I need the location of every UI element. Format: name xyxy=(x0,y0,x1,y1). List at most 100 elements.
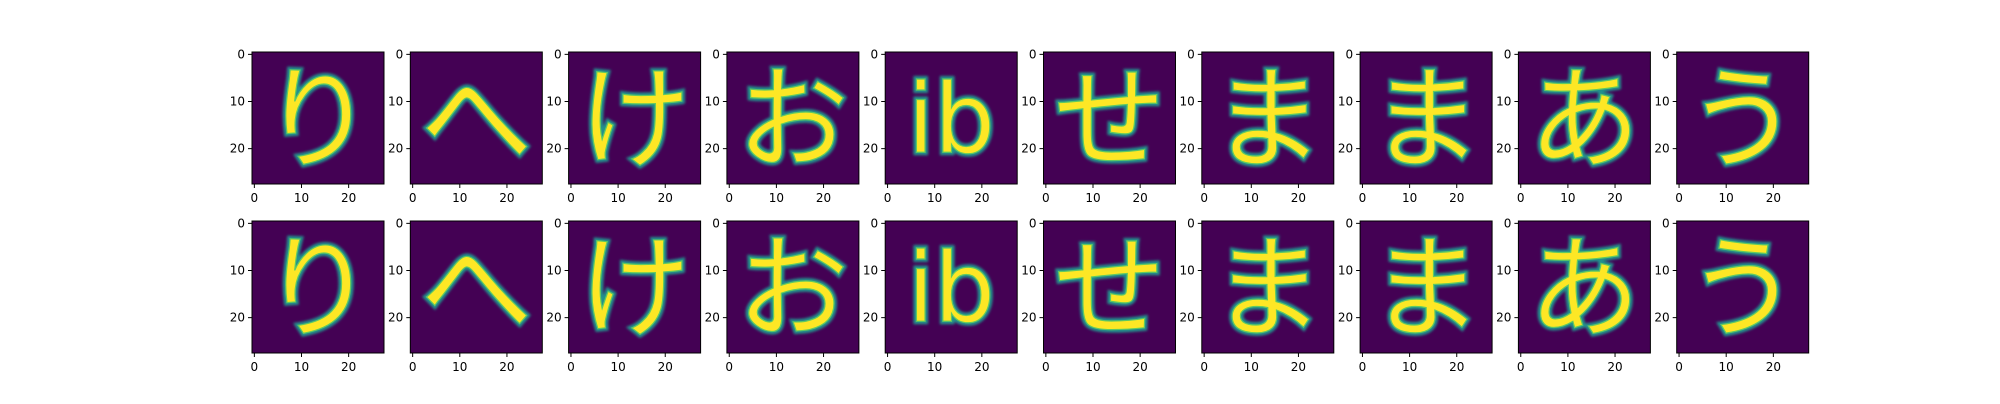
y-tick-label: 20 xyxy=(705,311,720,325)
y-tick-label: 20 xyxy=(1021,311,1036,325)
image-background xyxy=(726,221,859,353)
glyph-halo: ま xyxy=(1212,224,1324,354)
image-background xyxy=(1043,52,1176,184)
image-background xyxy=(1043,221,1176,353)
x-tick-label: 10 xyxy=(1244,360,1259,374)
x-tick-label: 10 xyxy=(1085,360,1100,374)
glyph-stroke: せ xyxy=(1054,224,1166,354)
x-tick-label: 20 xyxy=(1607,191,1622,205)
axes-frame xyxy=(251,51,385,185)
glyph-stroke: お xyxy=(737,55,849,185)
x-tick-label: 10 xyxy=(1719,191,1734,205)
image-background xyxy=(885,221,1018,353)
x-tick-label: 0 xyxy=(409,360,417,374)
glyph-halo: お xyxy=(737,224,849,354)
y-tick-label: 0 xyxy=(237,47,245,61)
y-tick-label: 0 xyxy=(1187,47,1195,61)
x-tick-label: 20 xyxy=(499,191,514,205)
glyph-stroke: け xyxy=(579,224,691,354)
image-background xyxy=(1518,52,1651,184)
y-tick-label: 20 xyxy=(388,311,403,325)
image-background xyxy=(1676,52,1809,184)
x-tick-label: 0 xyxy=(251,191,259,205)
glyph-stroke: へ xyxy=(420,224,532,354)
x-tick-label: 20 xyxy=(1133,191,1148,205)
y-tick-label: 0 xyxy=(1662,47,1670,61)
y-tick-label: 0 xyxy=(396,216,404,230)
x-tick-label: 10 xyxy=(1402,360,1417,374)
glyph-halo: お xyxy=(737,55,849,185)
axes-frame xyxy=(1043,220,1176,354)
glyph-stroke: ま xyxy=(1370,224,1482,354)
image-background xyxy=(1360,52,1493,184)
x-tick-label: 10 xyxy=(1560,360,1575,374)
axes-frame xyxy=(726,220,860,354)
x-tick-label: 0 xyxy=(1042,360,1050,374)
glyph-halo: け xyxy=(579,55,691,185)
y-tick-label: 20 xyxy=(230,311,245,325)
x-tick-label: 10 xyxy=(769,360,784,374)
x-tick-label: 0 xyxy=(1200,191,1208,205)
glyph-halo: ま xyxy=(1370,55,1482,185)
x-tick-label: 0 xyxy=(251,360,259,374)
y-tick-label: 10 xyxy=(546,95,561,109)
glyph-halo: け xyxy=(579,224,691,354)
y-tick-label: 10 xyxy=(1496,264,1511,278)
glyph-stroke: あ xyxy=(1528,224,1640,354)
y-tick-label: 0 xyxy=(712,47,720,61)
y-tick-label: 10 xyxy=(388,264,403,278)
y-tick-label: 10 xyxy=(1654,95,1669,109)
y-tick-label: 20 xyxy=(1496,311,1511,325)
y-tick-label: 0 xyxy=(871,216,879,230)
glyph-halo: せ xyxy=(1054,224,1166,354)
axes-frame xyxy=(1359,220,1493,354)
glyph-halo: せ xyxy=(1054,55,1166,185)
y-tick-label: 10 xyxy=(705,95,720,109)
axes-frame xyxy=(568,51,702,185)
x-tick-label: 0 xyxy=(725,191,733,205)
y-tick-label: 10 xyxy=(863,95,878,109)
y-tick-label: 20 xyxy=(1338,142,1353,156)
y-tick-label: 10 xyxy=(230,95,245,109)
x-tick-label: 20 xyxy=(974,191,989,205)
image-background xyxy=(252,52,384,184)
x-tick-label: 10 xyxy=(452,191,467,205)
axes-frame xyxy=(1201,51,1335,185)
x-tick-label: 0 xyxy=(1200,360,1208,374)
x-tick-label: 20 xyxy=(1766,360,1781,374)
x-tick-label: 0 xyxy=(1517,360,1525,374)
y-tick-label: 20 xyxy=(1180,311,1195,325)
x-tick-label: 0 xyxy=(1675,191,1683,205)
axes-frame xyxy=(1676,51,1810,185)
glyph-halo: う xyxy=(1687,55,1799,185)
x-tick-label: 10 xyxy=(610,191,625,205)
axes-frame xyxy=(409,51,543,185)
x-tick-label: 20 xyxy=(658,191,673,205)
x-tick-label: 20 xyxy=(1133,360,1148,374)
axes-frame xyxy=(884,220,1018,354)
y-tick-label: 10 xyxy=(1180,95,1195,109)
y-tick-label: 10 xyxy=(1180,264,1195,278)
glyph-stroke: ま xyxy=(1370,55,1482,185)
glyph-halo: ま xyxy=(1212,55,1324,185)
y-tick-label: 10 xyxy=(1021,264,1036,278)
x-tick-label: 0 xyxy=(725,360,733,374)
x-tick-label: 0 xyxy=(1359,360,1367,374)
x-tick-label: 10 xyxy=(1719,360,1734,374)
image-background xyxy=(1201,52,1334,184)
y-tick-label: 20 xyxy=(388,142,403,156)
glyph-stroke: り xyxy=(262,55,374,185)
y-tick-label: 0 xyxy=(1345,47,1353,61)
x-tick-label: 0 xyxy=(1359,191,1367,205)
glyph-stroke: ib xyxy=(907,233,995,345)
